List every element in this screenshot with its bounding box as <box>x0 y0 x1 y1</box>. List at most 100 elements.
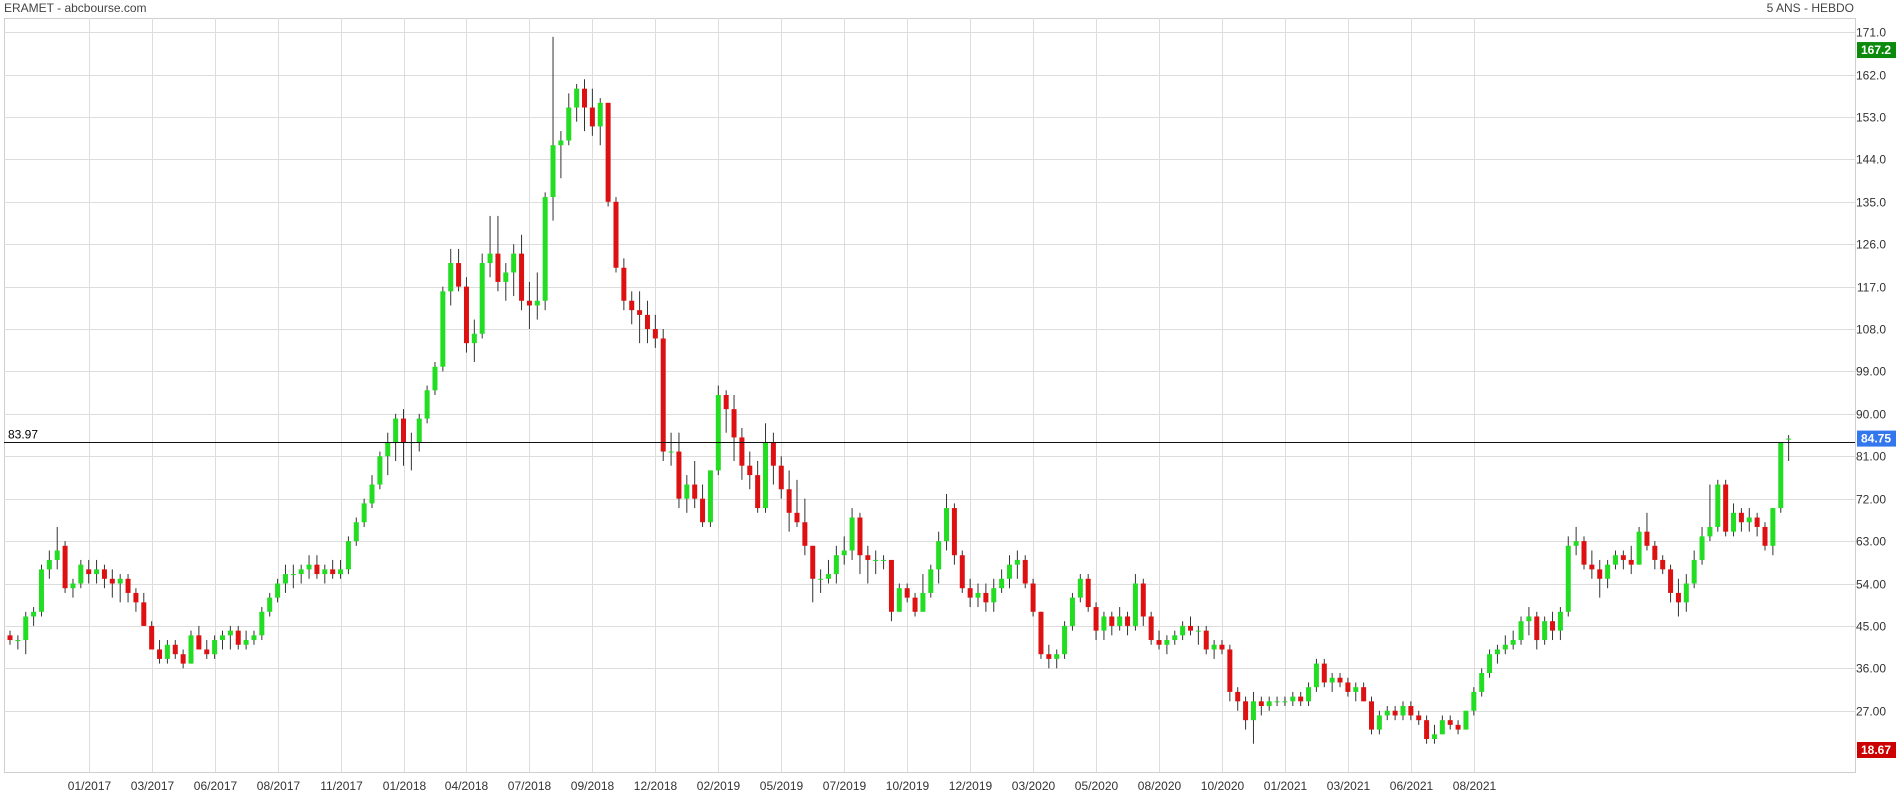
candle <box>204 640 210 659</box>
candle <box>314 555 320 579</box>
candle-body-up <box>1306 687 1312 702</box>
candle <box>172 640 178 659</box>
candle <box>432 362 438 395</box>
candle-body-up <box>1164 640 1170 645</box>
candle-body-up <box>1054 654 1060 659</box>
candle-body-up <box>542 197 548 301</box>
candle <box>1376 710 1382 735</box>
candle-body-down <box>912 597 918 612</box>
candle <box>519 234 525 311</box>
candle <box>7 630 13 645</box>
candle <box>1652 541 1658 570</box>
candle-body-up <box>668 451 674 453</box>
candle <box>1148 611 1154 645</box>
candle-body-down <box>1550 621 1556 631</box>
candle <box>566 93 572 146</box>
candle <box>1581 536 1587 570</box>
candle <box>1046 644 1052 669</box>
candle <box>1101 611 1107 641</box>
candle <box>180 649 186 669</box>
candle-body-down <box>629 300 635 311</box>
candle <box>401 409 406 466</box>
candle-body-up <box>1786 438 1792 440</box>
candle <box>1211 640 1217 659</box>
candle <box>833 545 839 584</box>
overlay-layer: 83.97 167.2 84.75 18.67 <box>4 42 1896 758</box>
y-tick-label: 54.00 <box>1856 578 1886 592</box>
candle-body-up <box>1699 536 1705 560</box>
candle-body-up <box>511 253 517 273</box>
candle <box>471 319 477 363</box>
candle <box>1691 550 1697 589</box>
candle <box>511 244 517 297</box>
candle-body-down <box>605 102 611 202</box>
candle-body-up <box>164 644 170 659</box>
candle-body-down <box>644 314 650 330</box>
candle <box>810 545 816 603</box>
candle <box>731 395 737 461</box>
candle-body-down <box>582 88 588 108</box>
candle-body-up <box>936 541 942 570</box>
y-tick-label: 81.00 <box>1856 450 1886 464</box>
candle <box>1125 611 1131 636</box>
candle-body-up <box>1313 663 1319 688</box>
x-tick-label: 08/2020 <box>1138 779 1182 793</box>
candle-body-down <box>983 592 989 603</box>
candle-body-up <box>471 333 477 344</box>
candle <box>23 611 29 655</box>
candle <box>1439 715 1445 735</box>
candle-body-up <box>991 588 997 603</box>
candle <box>684 475 690 513</box>
candle <box>526 281 532 330</box>
candle-body-up <box>1376 715 1382 730</box>
candle <box>361 498 367 527</box>
candle <box>86 559 92 584</box>
candle-body-up <box>1180 625 1186 636</box>
candle <box>38 564 44 617</box>
candle <box>1557 607 1563 641</box>
candle-body-down <box>1243 701 1249 721</box>
candle <box>1093 602 1099 641</box>
candle-body-up <box>1400 706 1406 716</box>
candle-body-up <box>1557 611 1563 631</box>
candle-body-down <box>786 489 792 513</box>
candle-body-down <box>1620 555 1626 560</box>
x-tick-label: 11/2017 <box>320 779 363 793</box>
candle-body-down <box>739 437 745 466</box>
candle-body-down <box>857 517 863 556</box>
candle-body-down <box>794 512 800 523</box>
candle-body-down <box>613 201 619 268</box>
x-tick-label: 10/2019 <box>886 779 930 793</box>
y-tick-label: 144.0 <box>1856 153 1886 167</box>
candle-body-down <box>204 649 210 655</box>
y-tick-label: 99.00 <box>1856 365 1886 379</box>
candle-body-down <box>1093 607 1099 631</box>
candle-body-up <box>1494 649 1500 655</box>
candle <box>1502 635 1508 655</box>
candle-body-up <box>78 564 84 584</box>
candle-body-up <box>322 569 328 575</box>
candle-body-up <box>550 145 556 198</box>
candle-body-up <box>267 597 273 612</box>
x-tick-label: 06/2017 <box>194 779 238 793</box>
candle <box>141 592 147 626</box>
candle-body-up <box>597 102 603 127</box>
x-tick-label: 08/2017 <box>257 779 301 793</box>
candle-body-up <box>1250 701 1256 721</box>
candle-body-down <box>660 338 666 452</box>
y-tick-label: 171.0 <box>1856 26 1886 40</box>
candle-body-up <box>1715 484 1721 527</box>
x-tick-label: 06/2021 <box>1390 779 1434 793</box>
candle-body-up <box>1502 644 1508 650</box>
candle <box>1463 710 1469 730</box>
candle <box>825 559 831 584</box>
candle-body-up <box>54 550 60 560</box>
candle-body-down <box>1227 649 1233 692</box>
candle <box>1290 691 1296 707</box>
candle <box>1164 635 1170 655</box>
candle <box>1298 691 1304 707</box>
candle <box>290 564 296 589</box>
candle <box>1754 512 1760 537</box>
candle <box>888 559 894 622</box>
candle <box>408 432 414 471</box>
